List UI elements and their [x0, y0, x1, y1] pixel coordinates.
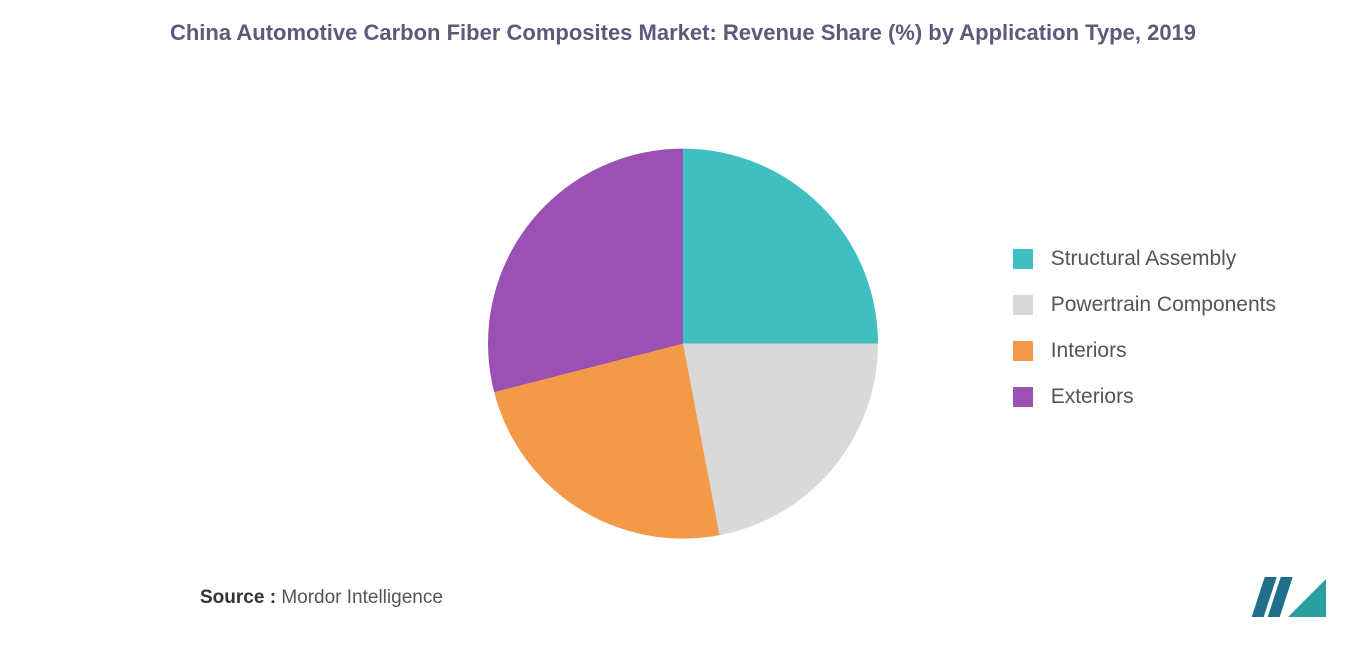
legend-label: Powertrain Components — [1051, 293, 1276, 317]
legend-item: Powertrain Components — [1013, 293, 1276, 317]
source-label: Source : — [200, 587, 276, 608]
legend-label: Structural Assembly — [1051, 247, 1237, 271]
source-value: Mordor Intelligence — [281, 587, 443, 608]
legend-swatch — [1013, 249, 1033, 269]
legend-swatch — [1013, 341, 1033, 361]
legend-item: Interiors — [1013, 339, 1276, 363]
chart-source: Source : Mordor Intelligence — [200, 587, 443, 609]
brand-logo-svg — [1248, 573, 1326, 621]
legend-label: Interiors — [1051, 339, 1127, 363]
pie-chart-wrap — [488, 148, 878, 538]
legend-swatch — [1013, 387, 1033, 407]
brand-logo — [1248, 573, 1326, 621]
pie-chart — [488, 148, 878, 538]
legend-item: Structural Assembly — [1013, 247, 1276, 271]
chart-legend: Structural Assembly Powertrain Components… — [1013, 225, 1276, 431]
legend-item: Exteriors — [1013, 385, 1276, 409]
chart-container: China Automotive Carbon Fiber Composites… — [0, 0, 1366, 655]
chart-title: China Automotive Carbon Fiber Composites… — [0, 20, 1366, 46]
legend-swatch — [1013, 295, 1033, 315]
legend-label: Exteriors — [1051, 385, 1134, 409]
